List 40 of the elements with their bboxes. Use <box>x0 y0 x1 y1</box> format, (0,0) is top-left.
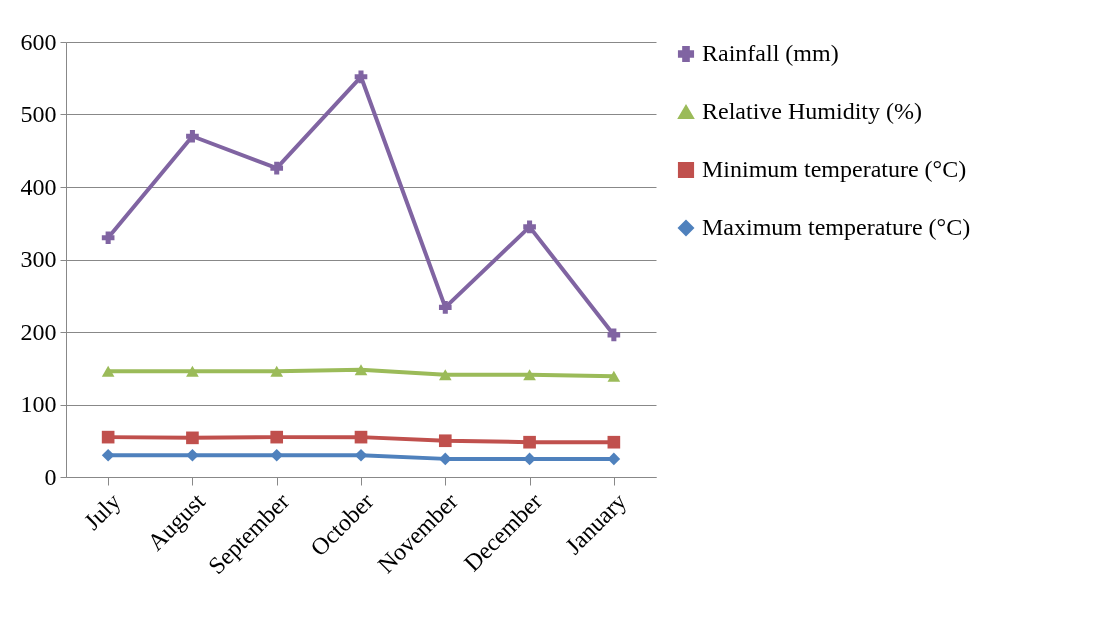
point <box>607 328 621 342</box>
point <box>523 369 536 381</box>
point <box>101 430 115 444</box>
point <box>438 301 452 314</box>
point <box>186 365 199 377</box>
point <box>186 129 199 143</box>
point <box>270 430 284 444</box>
point <box>354 364 368 376</box>
point <box>607 452 621 466</box>
point <box>270 365 284 377</box>
point <box>354 70 368 84</box>
point <box>523 435 536 449</box>
point <box>354 430 368 444</box>
point <box>438 434 452 448</box>
point <box>607 370 621 382</box>
y-tick-label: 100 <box>20 391 57 417</box>
point <box>101 365 115 377</box>
y-tick-label: 400 <box>20 173 57 200</box>
point <box>523 452 536 466</box>
legend-label: Minimum temperature (°C) <box>702 156 967 182</box>
point <box>438 369 452 381</box>
point <box>354 448 368 462</box>
y-tick-label: 600 <box>20 28 57 55</box>
point <box>607 435 621 449</box>
point <box>438 452 452 466</box>
point <box>186 431 199 445</box>
legend-label: Relative Humidity (%) <box>702 98 922 124</box>
y-tick-label: 0 <box>44 463 57 490</box>
legend-label: Maximum temperature (°C) <box>702 214 971 240</box>
y-tick-label: 200 <box>20 318 57 345</box>
y-tick-label: 500 <box>20 101 57 127</box>
point <box>523 220 536 234</box>
y-tick-label: 300 <box>20 246 57 272</box>
x-tick-label: July <box>78 488 126 535</box>
point <box>270 448 284 462</box>
point <box>101 448 115 462</box>
point <box>101 231 115 245</box>
legend-label: Rainfall (mm) <box>702 40 839 66</box>
point <box>270 161 284 175</box>
point <box>186 448 199 462</box>
